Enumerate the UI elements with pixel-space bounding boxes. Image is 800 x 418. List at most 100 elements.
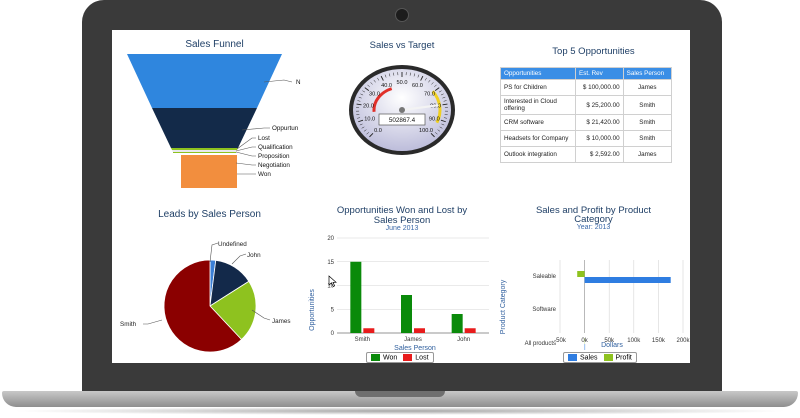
column-header[interactable]: Est. Rev: [575, 67, 624, 80]
table-cell: Smith: [622, 130, 673, 147]
legend-item-lost[interactable]: Lost: [403, 354, 429, 362]
sales-profit-bar-chart: -50k 0k 50k 100k 150k 200k Saleable Soft…: [500, 260, 690, 350]
won-lost-title-line2: Sales Person: [373, 215, 431, 226]
gauge-tick: [439, 126, 443, 129]
gauge-tick-label: 100.0: [419, 128, 433, 134]
table-row[interactable]: Interested in Cloud offering $ 25,200.00…: [500, 95, 673, 115]
funnel-segment-proposition[interactable]: [173, 152, 236, 153]
category-label: Saleable: [533, 274, 557, 280]
gauge-tick-label: 0.0: [374, 128, 382, 134]
table-cell: $ 10,000.00: [575, 130, 624, 147]
table-cell: Interested in Cloud offering: [500, 95, 576, 115]
gauge-tick: [443, 100, 447, 102]
category-label: Software: [532, 307, 556, 313]
legend-label: Won: [383, 354, 398, 362]
funnel-segment-opportunity[interactable]: [152, 108, 257, 148]
x-tick-label: 200k: [676, 338, 690, 344]
won-lost-legend: Won Lost: [366, 352, 434, 363]
camera-icon: [395, 8, 409, 22]
y-tick-label: 0: [331, 331, 335, 337]
opportunities-title: Top 5 Opportunities: [552, 46, 635, 57]
gauge-tick: [393, 72, 395, 76]
legend-label: Lost: [415, 354, 429, 362]
y-tick-label: 15: [327, 260, 334, 266]
table-row[interactable]: Outlook integration $ 2,592.00 James: [500, 146, 673, 163]
table-cell: James: [622, 79, 673, 96]
funnel-segment-qualification[interactable]: [172, 150, 237, 152]
gauge-tick: [360, 93, 364, 96]
gauge-tick: [417, 74, 420, 78]
bar-lost-smith[interactable]: [363, 328, 375, 333]
legend-swatch-won: [371, 354, 380, 361]
gauge-tick: [441, 123, 445, 126]
legend-swatch-lost: [403, 354, 413, 361]
legend-item-profit[interactable]: Profit: [603, 354, 632, 361]
table-row[interactable]: CRM software $ 21,420.00 Smith: [500, 114, 673, 131]
gauge-tick: [358, 119, 364, 123]
funnel-segment-won[interactable]: [181, 155, 237, 188]
bar-won-smith[interactable]: [350, 261, 362, 333]
gauge-tick: [442, 96, 446, 99]
pie-slice-james[interactable]: [209, 280, 257, 341]
bar-won-james[interactable]: [401, 295, 412, 333]
gauge-tick-marks: [356, 72, 448, 138]
table-row[interactable]: Headsets for Company $ 10,000.00 Smith: [500, 130, 673, 147]
x-tick-label: James: [404, 337, 422, 343]
funnel-segment-n[interactable]: [127, 54, 282, 108]
gauge-tick: [358, 96, 362, 99]
table-cell: CRM software: [500, 114, 576, 131]
funnel-label-n: N: [296, 79, 301, 86]
column-header[interactable]: Sales Person: [622, 67, 673, 80]
pie-slice-smith[interactable]: [163, 259, 243, 353]
x-tick-label: 0k: [581, 338, 588, 344]
legend-item-sales[interactable]: Sales: [568, 354, 598, 361]
funnel-label-opportunity: Oppurtun: [272, 125, 299, 132]
won-lost-bar-chart: 0 5 10 15 20 Smith James John Sales Pers…: [309, 236, 489, 352]
bar-profit-saleable[interactable]: [577, 271, 585, 277]
table-row[interactable]: PS for Children $ 100,000.00 James: [500, 79, 673, 96]
bar-sales-saleable[interactable]: [584, 277, 671, 283]
pie-label-smith: Smith: [120, 321, 137, 328]
funnel-label-lost: Lost: [258, 135, 270, 142]
sales-profit-title-line2: Category: [574, 214, 613, 225]
legend-swatch-sales: [568, 354, 577, 361]
gauge-tick: [357, 100, 361, 102]
funnel-label-won: Won: [258, 171, 271, 178]
sales-profit-xlabel: Dollars: [601, 342, 623, 349]
gauge-chart: 0.0 10.0 20.0 30.0 40.0 50.0 60.0 70.0 8…: [349, 65, 455, 155]
gauge-title: Sales vs Target: [369, 40, 435, 51]
won-lost-ylabel: Opportunities: [309, 289, 316, 331]
table-cell: Smith: [622, 114, 673, 131]
sales-funnel-chart: N Oppurtun Lost Qualification Propositio…: [127, 54, 301, 188]
leads-pie-chart: Undefined John James Smith: [120, 241, 291, 353]
sales-profit-title-line1: Sales and Profit by Product: [535, 205, 652, 216]
gauge-tick: [370, 82, 373, 85]
sales-profit-subtitle: Year: 2013: [576, 224, 611, 231]
funnel-label-proposition: Proposition: [258, 153, 290, 160]
pie-label-john: John: [247, 252, 261, 259]
sales-funnel-panel: Sales Funnel N Oppurtun Lost Qualific: [112, 30, 307, 200]
gauge-tick-label: 20.0: [363, 104, 374, 110]
bar-won-john[interactable]: [451, 314, 463, 333]
y-tick-label: 10: [327, 284, 334, 290]
gauge-tick: [434, 87, 440, 91]
pie-label-undefined: Undefined: [218, 241, 247, 248]
bar-lost-james[interactable]: [414, 328, 425, 333]
category-label: All products: [525, 341, 556, 347]
won-lost-xlabel: Sales Person: [394, 345, 436, 352]
legend-item-won[interactable]: Won: [371, 354, 397, 361]
leads-title: Leads by Sales Person: [158, 209, 261, 220]
gauge-tick: [434, 132, 438, 135]
legend-swatch-profit: [603, 354, 613, 361]
y-tick-label: 20: [327, 236, 334, 242]
dashboard-screen: Sales Funnel N Oppurtun Lost Qualific: [112, 30, 690, 363]
column-header[interactable]: Opportunities: [500, 67, 576, 80]
bar-lost-john[interactable]: [464, 328, 476, 333]
top-opportunities-panel: Top 5 Opportunities Opportunities Est. R…: [497, 30, 690, 200]
gauge-tick: [363, 129, 367, 132]
gauge-tick: [437, 129, 441, 132]
gauge-tick: [373, 79, 376, 83]
gauge-tick: [384, 74, 387, 78]
x-tick-label: 100k: [627, 338, 641, 344]
funnel-segment-lost[interactable]: [171, 148, 238, 150]
